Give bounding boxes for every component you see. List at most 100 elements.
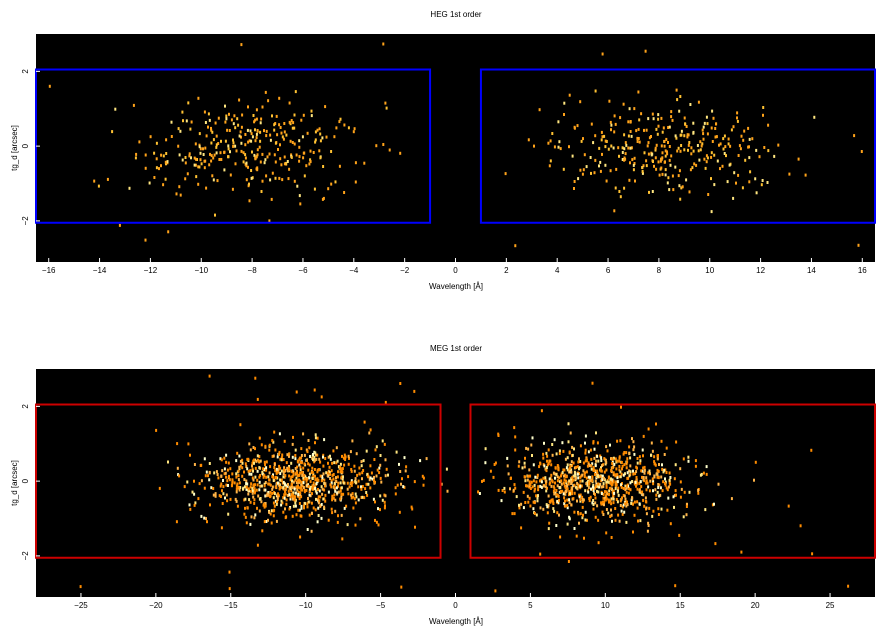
heg-event bbox=[737, 154, 740, 157]
heg-event bbox=[698, 158, 701, 162]
meg-event bbox=[325, 471, 328, 475]
meg-event bbox=[233, 481, 236, 485]
heg-event bbox=[278, 123, 281, 127]
meg-event bbox=[553, 509, 556, 513]
meg-event bbox=[612, 471, 615, 475]
meg-event bbox=[655, 493, 658, 497]
meg-event bbox=[342, 481, 345, 485]
meg-event bbox=[513, 483, 516, 487]
meg-event bbox=[657, 469, 660, 473]
meg-event bbox=[566, 506, 569, 510]
meg-event bbox=[369, 486, 372, 490]
meg-event bbox=[590, 457, 593, 461]
heg-event bbox=[238, 98, 241, 102]
meg-event bbox=[555, 524, 558, 527]
heg-event bbox=[190, 156, 192, 160]
meg-event bbox=[592, 499, 595, 502]
meg-event bbox=[275, 502, 278, 506]
meg-event bbox=[624, 502, 627, 506]
heg-event bbox=[603, 134, 606, 138]
heg-y-tick-label: 2 bbox=[21, 69, 30, 74]
meg-event bbox=[274, 499, 277, 503]
meg-event bbox=[263, 505, 266, 509]
heg-event bbox=[748, 145, 750, 149]
meg-event bbox=[527, 474, 530, 478]
heg-event bbox=[165, 138, 168, 142]
meg-event bbox=[540, 480, 543, 484]
meg-event bbox=[253, 461, 255, 465]
heg-event bbox=[628, 107, 631, 111]
meg-event bbox=[295, 390, 298, 394]
heg-event bbox=[294, 90, 297, 94]
meg-event bbox=[568, 498, 571, 502]
meg-x-axis-label: Wavelength [Å] bbox=[429, 617, 483, 626]
meg-event bbox=[273, 466, 276, 469]
heg-event bbox=[197, 96, 200, 100]
meg-event bbox=[296, 479, 299, 483]
meg-event bbox=[299, 535, 302, 539]
meg-event bbox=[239, 464, 242, 468]
meg-event bbox=[535, 480, 538, 484]
meg-event bbox=[564, 489, 567, 493]
meg-event bbox=[267, 491, 270, 494]
meg-event bbox=[606, 449, 609, 453]
meg-event bbox=[299, 460, 302, 464]
heg-event bbox=[714, 127, 717, 130]
meg-event bbox=[602, 463, 605, 467]
heg-event bbox=[645, 159, 648, 163]
heg-event bbox=[748, 137, 751, 141]
meg-event bbox=[193, 479, 195, 483]
meg-event bbox=[365, 449, 368, 453]
meg-event bbox=[235, 475, 238, 479]
heg-x-tick-label: 10 bbox=[705, 266, 714, 275]
heg-event bbox=[609, 120, 612, 124]
meg-event bbox=[349, 450, 352, 454]
meg-event bbox=[220, 474, 223, 478]
meg-event bbox=[497, 488, 500, 492]
heg-event bbox=[692, 149, 695, 153]
meg-event bbox=[297, 508, 300, 512]
meg-event bbox=[333, 493, 336, 497]
meg-event bbox=[244, 506, 246, 510]
meg-event bbox=[597, 490, 600, 494]
heg-event bbox=[549, 159, 552, 163]
heg-event bbox=[683, 148, 686, 152]
meg-event bbox=[680, 487, 683, 491]
meg-event bbox=[616, 490, 619, 494]
heg-event bbox=[291, 141, 294, 144]
meg-event bbox=[542, 456, 545, 460]
meg-event bbox=[546, 486, 548, 490]
meg-event bbox=[260, 443, 263, 447]
meg-event bbox=[304, 477, 306, 481]
heg-event bbox=[247, 165, 249, 169]
heg-event bbox=[632, 168, 635, 172]
meg-event bbox=[223, 472, 226, 476]
meg-event bbox=[528, 468, 531, 472]
meg-event bbox=[610, 487, 613, 491]
heg-event bbox=[347, 126, 350, 130]
meg-event bbox=[366, 473, 369, 477]
heg-event bbox=[240, 135, 242, 139]
heg-event bbox=[228, 112, 230, 116]
meg-event bbox=[316, 436, 319, 440]
meg-event bbox=[556, 499, 559, 503]
heg-event bbox=[624, 141, 627, 145]
meg-event bbox=[633, 482, 636, 486]
meg-event bbox=[360, 485, 362, 489]
meg-event bbox=[636, 487, 639, 491]
heg-event bbox=[703, 121, 706, 125]
meg-event bbox=[311, 477, 314, 480]
meg-event bbox=[625, 504, 628, 508]
heg-event bbox=[225, 117, 228, 121]
heg-event bbox=[605, 179, 608, 183]
meg-event bbox=[605, 445, 608, 449]
heg-event bbox=[710, 210, 713, 214]
meg-event bbox=[658, 463, 660, 466]
meg-event bbox=[220, 458, 223, 462]
meg-event bbox=[682, 515, 685, 519]
heg-event bbox=[261, 152, 264, 156]
heg-x-tick-label: 0 bbox=[453, 266, 458, 275]
meg-event bbox=[259, 474, 262, 477]
meg-event bbox=[482, 478, 485, 482]
heg-event bbox=[710, 151, 713, 155]
